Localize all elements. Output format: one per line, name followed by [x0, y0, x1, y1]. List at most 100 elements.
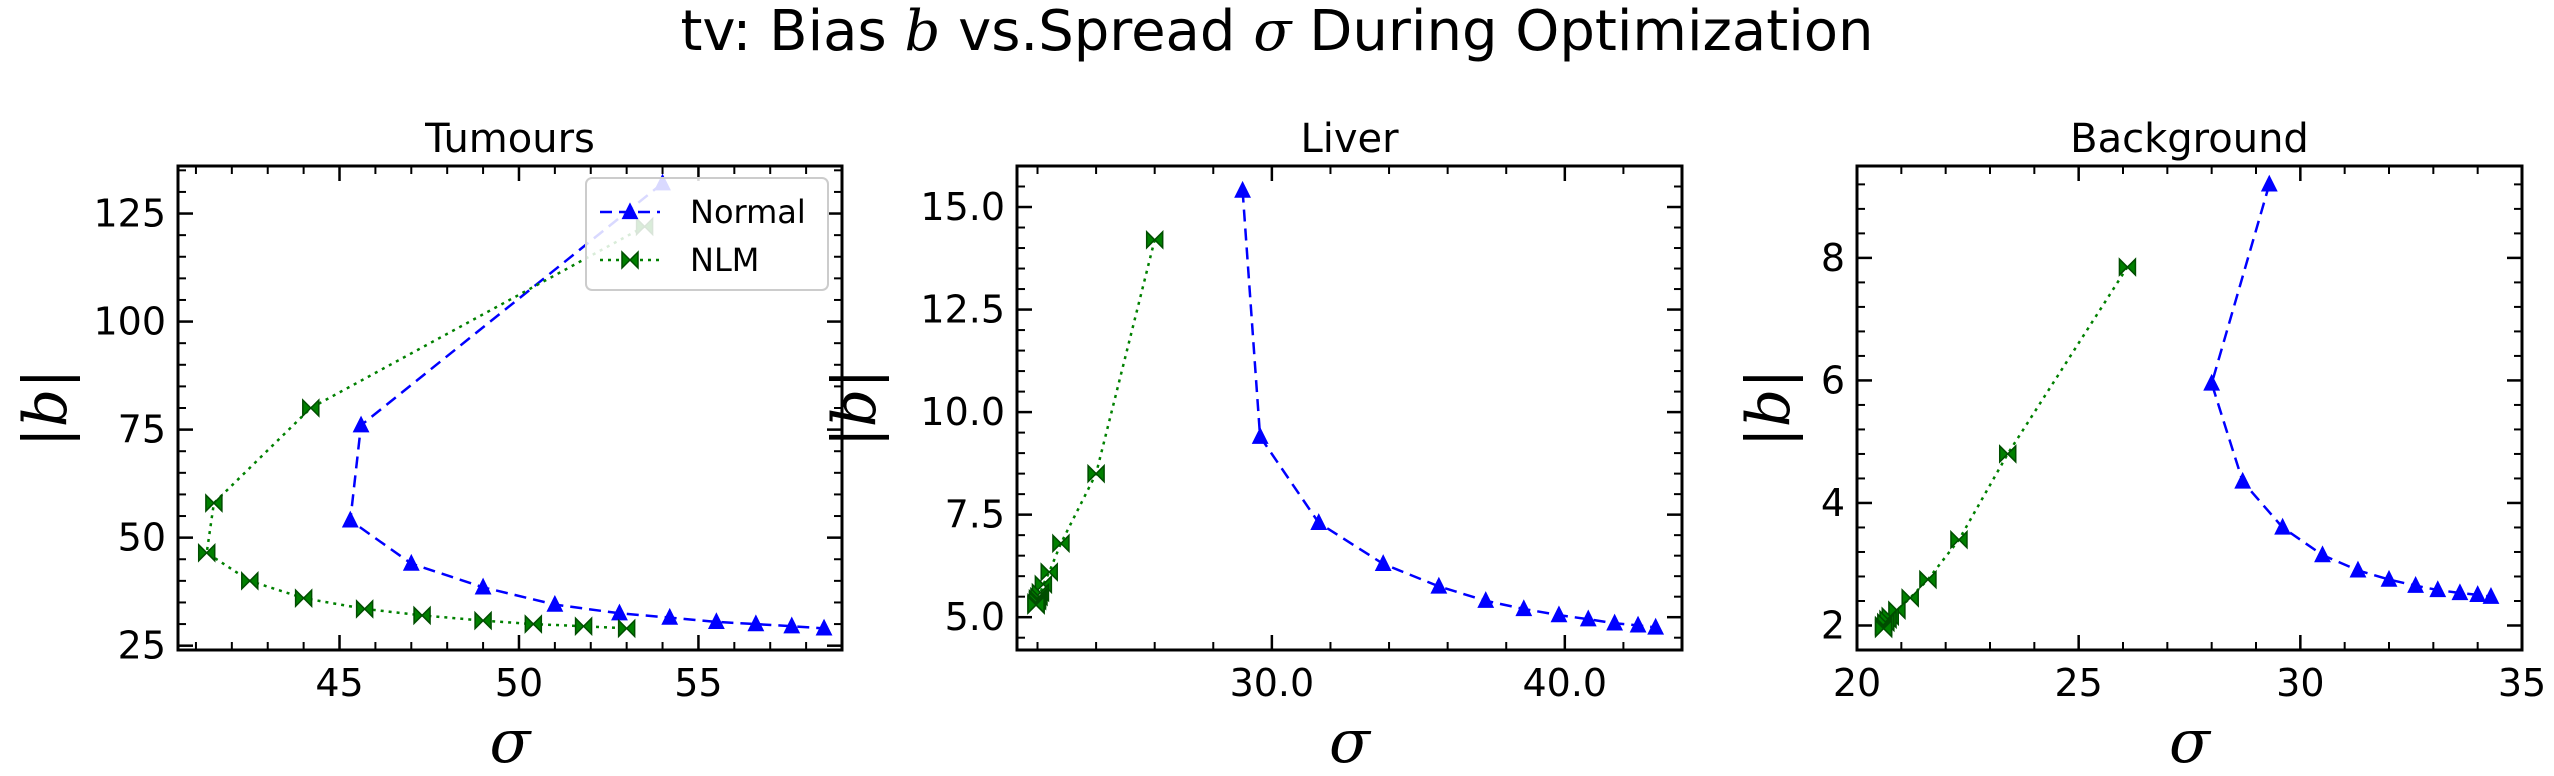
data-point-normal — [1579, 609, 1597, 627]
y-tick-label: 8 — [1821, 236, 1845, 280]
plot-area — [1027, 180, 1665, 635]
data-point-nlm — [355, 599, 374, 619]
data-point-normal — [1310, 513, 1328, 530]
x-tick-label: 50 — [495, 661, 543, 705]
plot-frame — [1855, 164, 2524, 652]
data-point-normal — [1647, 617, 1665, 635]
data-point-normal — [1550, 605, 1568, 623]
data-point-normal — [747, 614, 765, 632]
legend-box — [585, 177, 829, 291]
x-tick-label: 40.0 — [1523, 661, 1608, 705]
x-axis-label: σ — [1329, 707, 1372, 776]
plot-area — [1874, 174, 2500, 639]
data-point-normal — [2274, 517, 2292, 535]
data-point-normal — [2260, 174, 2278, 192]
data-point-nlm — [197, 542, 216, 563]
data-point-nlm — [1027, 595, 1045, 615]
y-tick-label: 25 — [118, 624, 166, 668]
y-axis-label: |b| — [11, 369, 81, 448]
y-tick-label: 100 — [93, 300, 166, 344]
y-tick-label: 6 — [1821, 358, 1845, 402]
data-point-normal — [1477, 591, 1495, 608]
x-tick-label: 55 — [674, 661, 722, 705]
x-tick-label: 25 — [2054, 661, 2102, 705]
data-point-nlm — [524, 614, 543, 634]
y-axis-label: |b| — [1734, 369, 1804, 448]
panel-title: Tumours — [424, 116, 595, 162]
series-line-normal — [348, 182, 825, 630]
y-axis-label: |b| — [820, 369, 890, 448]
data-point-normal — [2451, 583, 2469, 601]
data-point-nlm — [1874, 618, 1893, 639]
data-point-normal — [2349, 560, 2367, 578]
x-tick-label: 35 — [2498, 661, 2546, 705]
legend-marker-nlm — [621, 250, 639, 270]
data-point-nlm — [1040, 562, 1058, 582]
data-point-normal — [352, 415, 370, 433]
y-tick-label: 50 — [118, 516, 166, 560]
chart-panel-tumours: Tumours 45 50 55 25 50 75 100 125 σ |b| Normal NLM — [11, 116, 844, 776]
y-tick-label: 125 — [93, 192, 166, 236]
data-point-normal — [1629, 615, 1647, 633]
data-point-normal — [611, 603, 628, 621]
data-point-nlm — [1087, 463, 1105, 484]
panel-title: Liver — [1300, 116, 1399, 162]
data-point-nlm — [617, 618, 636, 639]
data-point-nlm — [1052, 533, 1070, 554]
y-tick-label: 10.0 — [920, 390, 1005, 434]
legend-label-normal: Normal — [690, 193, 806, 231]
series-line-normal — [2210, 184, 2492, 598]
series-line-nlm — [1882, 266, 2129, 629]
plot-area — [197, 173, 833, 639]
data-point-normal — [2482, 587, 2500, 604]
chart-panel-liver: Liver 30.0 40.0 5.0 7.5 10.0 12.5 15.0 σ |b| — [820, 116, 1684, 776]
x-axis-label: σ — [490, 707, 533, 776]
legend-marker-normal — [621, 202, 639, 220]
x-tick-label: 30.0 — [1230, 661, 1315, 705]
data-point-normal — [2203, 373, 2221, 391]
data-point-normal — [341, 510, 359, 528]
data-point-nlm — [205, 493, 223, 513]
series-line-normal — [1241, 190, 1656, 629]
data-point-normal — [2380, 569, 2398, 587]
y-tick-label: 5.0 — [945, 595, 1005, 639]
x-tick-label: 30 — [2276, 661, 2324, 705]
y-tick-label: 7.5 — [945, 493, 1005, 537]
data-point-normal — [1515, 599, 1533, 617]
x-tick-label: 45 — [315, 661, 363, 705]
data-point-nlm — [241, 571, 259, 591]
data-point-normal — [815, 618, 833, 636]
data-point-normal — [2429, 580, 2447, 598]
x-axis-label: σ — [2169, 707, 2212, 776]
data-point-normal — [2407, 575, 2425, 593]
data-point-nlm — [574, 616, 593, 637]
data-point-normal — [1251, 427, 1269, 444]
data-point-normal — [661, 607, 679, 625]
data-point-normal — [1430, 576, 1448, 594]
chart-panel-background: Background 20 25 30 35 2 4 6 8 σ |b| — [1734, 116, 2546, 776]
data-point-normal — [474, 577, 492, 595]
plot-frame — [1015, 164, 1684, 652]
data-point-normal — [402, 553, 420, 571]
figure-title: tv: Bias b vs.Spread σ During Optimizati… — [680, 0, 1873, 64]
data-point-nlm — [1919, 569, 1937, 590]
legend: Normal NLM — [585, 177, 829, 291]
data-point-nlm — [294, 588, 313, 608]
data-point-nlm — [2118, 257, 2137, 277]
data-point-nlm — [474, 610, 492, 631]
data-point-nlm — [302, 398, 320, 418]
data-point-normal — [546, 594, 564, 612]
data-point-normal — [783, 616, 801, 634]
data-point-nlm — [1901, 588, 1919, 608]
legend-label-nlm: NLM — [690, 241, 759, 279]
data-point-nlm — [1998, 444, 2017, 464]
data-point-nlm — [1145, 230, 1164, 250]
y-tick-label: 2 — [1821, 603, 1845, 647]
y-tick-label: 4 — [1821, 481, 1845, 525]
y-tick-label: 12.5 — [920, 288, 1005, 332]
data-point-normal — [2314, 545, 2331, 563]
data-point-normal — [707, 612, 725, 630]
data-point-nlm — [1950, 529, 1968, 550]
data-point-nlm — [413, 605, 431, 626]
